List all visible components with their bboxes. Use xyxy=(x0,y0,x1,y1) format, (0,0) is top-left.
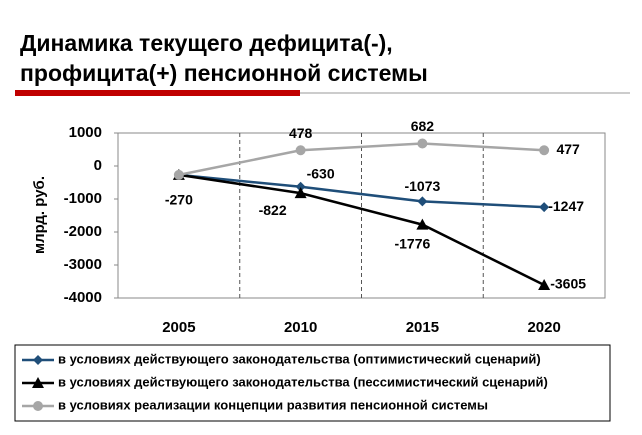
data-label: -1776 xyxy=(394,235,430,251)
legend-marker xyxy=(32,377,44,388)
x-tick-label: 2010 xyxy=(284,319,317,336)
data-label: -1073 xyxy=(404,178,440,194)
series-line xyxy=(178,173,545,287)
data-point xyxy=(538,278,551,290)
x-tick-label: 2005 xyxy=(162,319,195,336)
x-tick-label: 2015 xyxy=(406,319,439,336)
legend-label: в условиях действующего законодательства… xyxy=(58,374,548,389)
series-line xyxy=(178,142,545,177)
y-tick-label: 1000 xyxy=(69,124,102,141)
data-point xyxy=(539,145,550,156)
y-tick-label: -1000 xyxy=(64,190,102,207)
data-point xyxy=(294,187,307,199)
data-label: 682 xyxy=(411,118,435,134)
legend-label: в условиях действующего законодательства… xyxy=(58,351,541,366)
legend-marker xyxy=(33,401,43,411)
data-point xyxy=(539,202,550,213)
legend xyxy=(14,344,611,422)
chart-title: профицита(+) пенсионной системы xyxy=(20,60,428,86)
data-point xyxy=(295,145,306,156)
data-point xyxy=(416,218,429,230)
data-label: -3605 xyxy=(550,276,586,292)
y-tick-label: -2000 xyxy=(64,223,102,240)
y-tick-label: -4000 xyxy=(64,289,102,306)
x-tick-label: 2020 xyxy=(527,319,560,336)
chart-title: Динамика текущего дефицита(-), xyxy=(20,30,393,56)
data-label: -822 xyxy=(259,202,287,218)
y-tick-label: -3000 xyxy=(64,256,102,273)
y-tick-label: 0 xyxy=(94,157,102,174)
data-point xyxy=(173,169,184,180)
series-line xyxy=(178,173,545,209)
data-label: 477 xyxy=(556,141,580,157)
legend-label: в условиях реализации концепции развития… xyxy=(58,397,488,412)
data-label: 478 xyxy=(289,125,313,141)
data-point xyxy=(417,138,428,149)
title-rule xyxy=(15,90,300,96)
y-axis-label: млрд. руб. xyxy=(31,176,48,254)
data-point xyxy=(295,181,306,192)
data-label: -630 xyxy=(307,165,335,181)
data-label: -270 xyxy=(165,192,193,208)
legend-marker xyxy=(33,355,43,365)
data-label: -1247 xyxy=(548,198,584,214)
data-point xyxy=(417,196,428,207)
